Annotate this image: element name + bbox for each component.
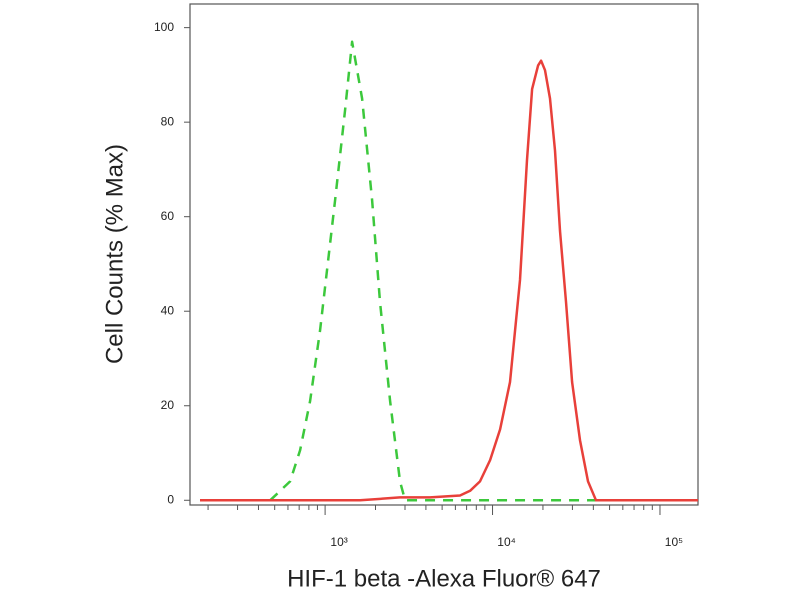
x-tick-label: 10⁵ — [665, 535, 683, 549]
series-line — [269, 40, 600, 502]
y-tick-label: 40 — [161, 303, 175, 317]
y-tick-label: 20 — [161, 398, 175, 412]
series-line — [200, 59, 698, 502]
y-tick-label: 60 — [161, 209, 175, 223]
y-tick-label: 100 — [154, 20, 174, 34]
plot-frame — [189, 3, 699, 506]
x-tick-label: 10³ — [330, 535, 347, 549]
y-tick-label: 80 — [161, 114, 175, 128]
y-tick-label: 0 — [167, 492, 174, 506]
y-axis-title: Cell Counts (% Max) — [101, 144, 128, 364]
x-tick-label: 10⁴ — [497, 535, 516, 549]
x-axis-title: HIF-1 beta -Alexa Fluor® 647 — [287, 565, 601, 592]
